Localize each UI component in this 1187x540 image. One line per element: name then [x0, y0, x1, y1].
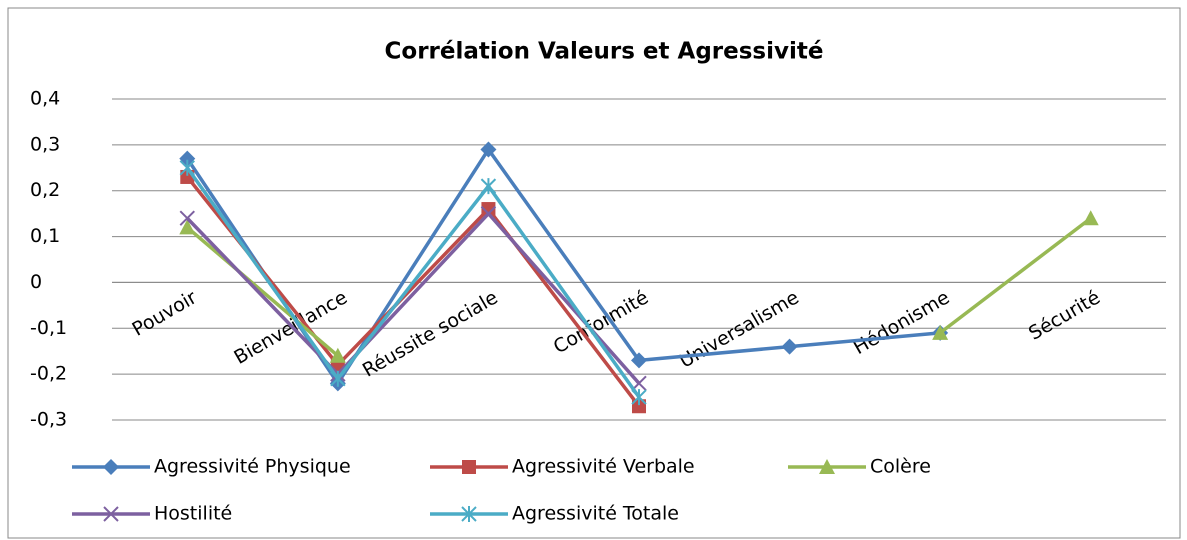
legend-marker	[103, 459, 119, 475]
y-tick-label: 0,4	[30, 88, 60, 110]
legend-label: Hostilité	[154, 503, 232, 525]
data-point	[179, 159, 195, 176]
data-point	[480, 205, 497, 222]
legend-label: Colère	[870, 456, 931, 478]
y-tick-label: 0,1	[30, 225, 60, 247]
data-point	[329, 347, 346, 363]
chart-frame	[7, 7, 1181, 539]
y-tick-label: 0	[30, 271, 42, 293]
legend-label: Agressivité Physique	[154, 456, 351, 478]
data-point	[330, 370, 346, 387]
data-point	[179, 219, 196, 235]
data-point	[481, 202, 496, 217]
data-point	[480, 178, 497, 195]
series-line	[186, 216, 1092, 358]
data-point	[1082, 210, 1099, 226]
data-point	[631, 389, 647, 406]
legend-marker	[819, 459, 835, 474]
y-tick-label: -0,2	[30, 363, 67, 385]
legend-label: Agressivité Totale	[512, 503, 679, 525]
y-tick-label: -0,3	[30, 409, 67, 431]
y-tick-label: -0,1	[30, 317, 67, 339]
series-line	[186, 211, 641, 385]
legend-marker	[462, 460, 476, 474]
legend-marker	[461, 506, 477, 522]
y-tick-label: 0,2	[30, 179, 60, 201]
data-point	[781, 338, 798, 355]
data-point	[480, 141, 497, 158]
data-point	[932, 324, 949, 340]
data-point	[179, 210, 195, 226]
legend-label: Agressivité Verbale	[512, 456, 695, 478]
legend-marker	[103, 506, 119, 522]
series-line	[185, 166, 641, 399]
y-tick-label: 0,3	[30, 133, 60, 155]
data-point	[632, 399, 646, 414]
data-point	[631, 352, 647, 369]
chart-title: Corrélation Valeurs et Agressivité	[385, 39, 824, 65]
